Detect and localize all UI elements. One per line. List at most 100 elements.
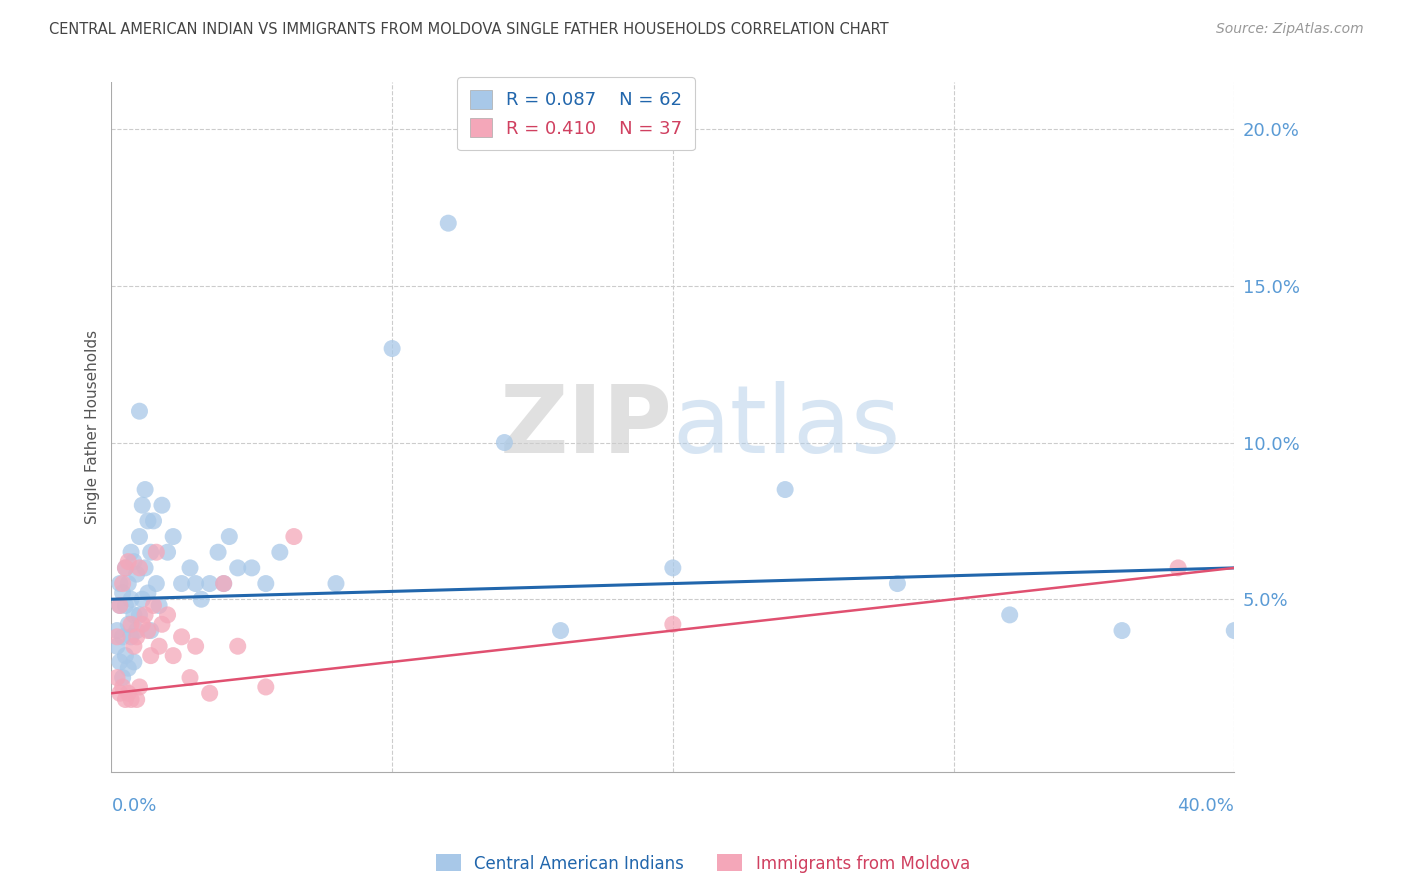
Point <box>494 435 516 450</box>
Point <box>179 561 201 575</box>
Point <box>122 639 145 653</box>
Point <box>198 576 221 591</box>
Point <box>108 599 131 613</box>
Point <box>114 599 136 613</box>
Point <box>108 655 131 669</box>
Point <box>125 630 148 644</box>
Text: ZIP: ZIP <box>501 381 673 473</box>
Point <box>139 545 162 559</box>
Point <box>131 592 153 607</box>
Point <box>184 639 207 653</box>
Point <box>179 671 201 685</box>
Point <box>1223 624 1246 638</box>
Point <box>111 680 134 694</box>
Point <box>226 561 249 575</box>
Point <box>550 624 572 638</box>
Point <box>283 530 305 544</box>
Point <box>114 561 136 575</box>
Point <box>131 617 153 632</box>
Point <box>212 576 235 591</box>
Point <box>269 545 291 559</box>
Point <box>122 607 145 622</box>
Point <box>120 630 142 644</box>
Point <box>134 607 156 622</box>
Legend: R = 0.087    N = 62, R = 0.410    N = 37: R = 0.087 N = 62, R = 0.410 N = 37 <box>457 78 695 151</box>
Point <box>128 530 150 544</box>
Point <box>117 661 139 675</box>
Point <box>1111 624 1133 638</box>
Text: CENTRAL AMERICAN INDIAN VS IMMIGRANTS FROM MOLDOVA SINGLE FATHER HOUSEHOLDS CORR: CENTRAL AMERICAN INDIAN VS IMMIGRANTS FR… <box>49 22 889 37</box>
Text: 0.0%: 0.0% <box>111 797 157 814</box>
Point <box>114 692 136 706</box>
Point <box>162 530 184 544</box>
Point <box>120 692 142 706</box>
Point <box>162 648 184 663</box>
Point <box>122 655 145 669</box>
Point <box>117 576 139 591</box>
Point <box>190 592 212 607</box>
Point <box>117 617 139 632</box>
Legend: Central American Indians, Immigrants from Moldova: Central American Indians, Immigrants fro… <box>429 847 977 880</box>
Point <box>125 624 148 638</box>
Point <box>212 576 235 591</box>
Point <box>117 555 139 569</box>
Point <box>437 216 460 230</box>
Point <box>773 483 796 497</box>
Point <box>134 561 156 575</box>
Text: 40.0%: 40.0% <box>1177 797 1234 814</box>
Point <box>240 561 263 575</box>
Point <box>886 576 908 591</box>
Point <box>148 639 170 653</box>
Point <box>156 607 179 622</box>
Point <box>139 648 162 663</box>
Point <box>139 624 162 638</box>
Point <box>111 630 134 644</box>
Point <box>662 561 685 575</box>
Point <box>114 561 136 575</box>
Point <box>111 576 134 591</box>
Y-axis label: Single Father Households: Single Father Households <box>86 330 100 524</box>
Point <box>136 624 159 638</box>
Point <box>198 686 221 700</box>
Point <box>184 576 207 591</box>
Point <box>108 599 131 613</box>
Point <box>105 639 128 653</box>
Point <box>148 599 170 613</box>
Point <box>108 576 131 591</box>
Point <box>381 342 404 356</box>
Point <box>117 686 139 700</box>
Point <box>325 576 347 591</box>
Point <box>662 617 685 632</box>
Point <box>128 680 150 694</box>
Text: Source: ZipAtlas.com: Source: ZipAtlas.com <box>1216 22 1364 37</box>
Point <box>142 599 165 613</box>
Point <box>170 630 193 644</box>
Point <box>105 671 128 685</box>
Point <box>150 498 173 512</box>
Point <box>131 498 153 512</box>
Point <box>150 617 173 632</box>
Point <box>125 567 148 582</box>
Point <box>254 576 277 591</box>
Point <box>128 561 150 575</box>
Text: atlas: atlas <box>673 381 901 473</box>
Point <box>111 671 134 685</box>
Point <box>128 607 150 622</box>
Point <box>136 514 159 528</box>
Point <box>156 545 179 559</box>
Point <box>142 514 165 528</box>
Point <box>226 639 249 653</box>
Point <box>254 680 277 694</box>
Point <box>105 630 128 644</box>
Point <box>207 545 229 559</box>
Point <box>122 555 145 569</box>
Point <box>145 576 167 591</box>
Point <box>105 624 128 638</box>
Point <box>108 686 131 700</box>
Point <box>120 545 142 559</box>
Point <box>1167 561 1189 575</box>
Point <box>134 483 156 497</box>
Point <box>120 592 142 607</box>
Point <box>111 586 134 600</box>
Point <box>136 586 159 600</box>
